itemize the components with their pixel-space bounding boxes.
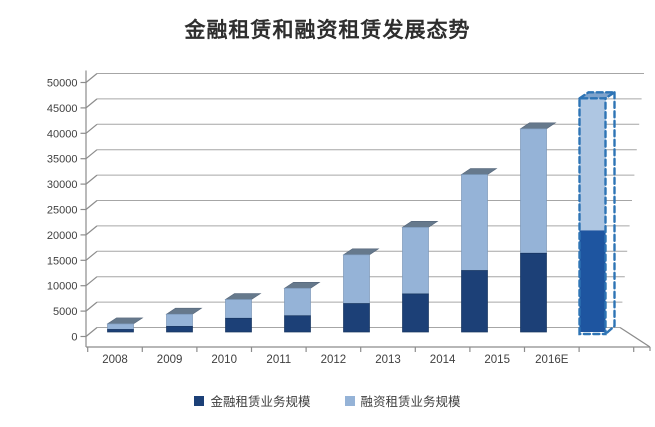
x-tick-label: 2015 xyxy=(484,354,510,366)
y-tick-label: 20000 xyxy=(47,230,78,242)
legend-swatch-financial-leasing xyxy=(194,395,205,406)
legend-label-financial-leasing: 金融租赁业务规模 xyxy=(210,395,311,409)
y-tick-label: 5000 xyxy=(53,306,77,318)
x-tick-label: 2011 xyxy=(266,354,291,366)
x-tick-label: 2008 xyxy=(102,354,128,366)
bar-2014 xyxy=(460,168,498,333)
plot-floor xyxy=(86,326,651,352)
bar-2008 xyxy=(106,317,144,333)
legend: 金融租赁业务规模 融资租赁业务规模 xyxy=(0,391,655,410)
x-tick-label: 2010 xyxy=(211,354,237,366)
y-tick-label: 35000 xyxy=(47,154,78,166)
legend-item-finance-leasing: 融资租赁业务规模 xyxy=(344,391,461,410)
y-axis xyxy=(80,70,98,347)
y-tick-label: 40000 xyxy=(47,128,78,140)
y-tick-label: 50000 xyxy=(47,78,78,90)
y-tick-label: 30000 xyxy=(47,179,78,191)
legend-item-financial-leasing: 金融租赁业务规模 xyxy=(194,391,311,410)
x-tick-label: 2009 xyxy=(157,354,183,366)
chart-title: 金融租赁和融资租赁发展态势 xyxy=(184,19,471,42)
legend-swatch-finance-leasing xyxy=(344,395,355,406)
bar-2016E xyxy=(578,91,619,336)
bar-2010 xyxy=(224,293,262,333)
legend-label-finance-leasing: 融资租赁业务规模 xyxy=(360,395,461,409)
bar-2009 xyxy=(165,307,203,333)
gridlines xyxy=(97,73,644,328)
bar-2015 xyxy=(519,122,557,333)
x-tick-label: 2014 xyxy=(430,354,456,366)
y-tick-label: 45000 xyxy=(47,103,78,115)
y-tick-label: 0 xyxy=(71,332,77,344)
y-tick-label: 10000 xyxy=(47,281,78,293)
bar-2012 xyxy=(342,248,380,333)
x-tick-label: 2013 xyxy=(375,354,401,366)
bar-2013 xyxy=(401,221,439,333)
x-axis-labels: 2008 2009 2010 2011 2012 2013 2014 2015 2016E xyxy=(102,354,569,366)
x-tick-label: 2012 xyxy=(321,354,347,366)
x-tick-label: 2016E xyxy=(535,354,569,366)
y-tick-label: 25000 xyxy=(47,205,78,217)
bar-2011 xyxy=(283,282,321,333)
y-axis-labels: 0 5000 10000 15000 20000 25000 30000 35000 40000… xyxy=(47,78,78,344)
y-tick-label: 15000 xyxy=(47,255,78,267)
